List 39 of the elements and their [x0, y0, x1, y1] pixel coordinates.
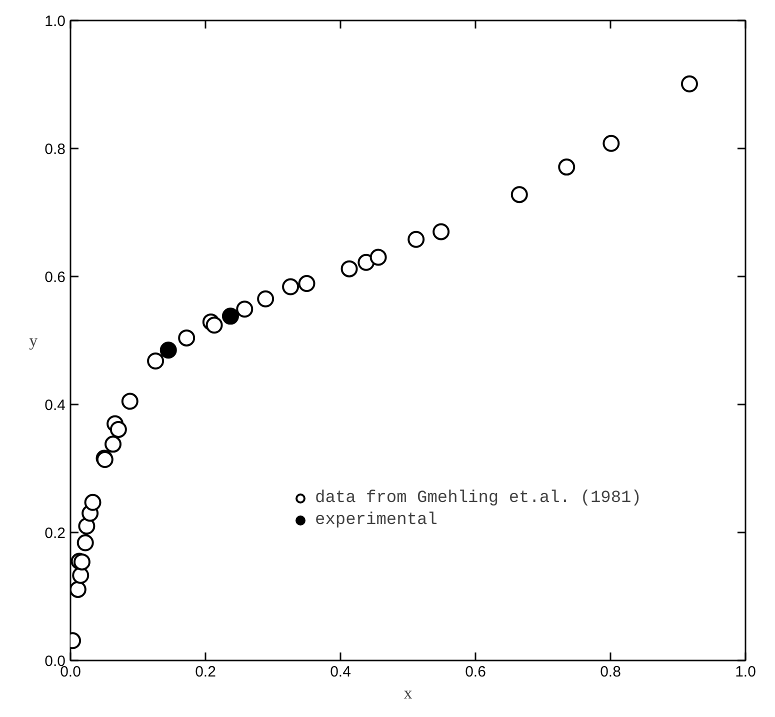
- point: [282, 278, 300, 296]
- x-tick-label: 0.8: [600, 664, 621, 680]
- point: [76, 534, 94, 552]
- point: [370, 248, 387, 266]
- point: [121, 392, 138, 410]
- x-tick-label: 0.6: [465, 664, 486, 680]
- point: [110, 420, 127, 438]
- x-tick-label: 1.0: [735, 664, 756, 680]
- point: [257, 290, 274, 308]
- point: [104, 436, 122, 453]
- point: [602, 134, 620, 152]
- point: [558, 158, 576, 176]
- point: [206, 316, 223, 334]
- point: [510, 186, 528, 204]
- y-tick-label: 0.8: [44, 141, 66, 158]
- point: [222, 308, 239, 325]
- x-tick-label: 0.4: [330, 664, 351, 680]
- point: [358, 254, 375, 271]
- point: [72, 566, 90, 584]
- point: [236, 300, 254, 318]
- point: [178, 329, 196, 346]
- y-tick-label: 0.2: [44, 525, 66, 542]
- y-axis-title: y: [29, 331, 38, 350]
- point: [160, 342, 177, 359]
- point: [84, 494, 102, 511]
- point: [298, 275, 316, 292]
- x-tick-label: 0.2: [195, 664, 216, 680]
- point: [147, 352, 164, 370]
- point: [680, 75, 698, 92]
- point: [408, 230, 425, 248]
- legend-label: data from Gmehling et.al. (1981): [315, 488, 642, 508]
- y-tick-label: 1.0: [44, 13, 66, 30]
- x-axis-title: x: [404, 684, 413, 702]
- y-tick-label: 0.6: [44, 269, 66, 286]
- legend-label: experimental: [315, 510, 438, 530]
- y-tick-label: 0.4: [44, 397, 66, 414]
- point: [432, 223, 450, 240]
- point: [340, 260, 358, 278]
- point: [70, 580, 86, 598]
